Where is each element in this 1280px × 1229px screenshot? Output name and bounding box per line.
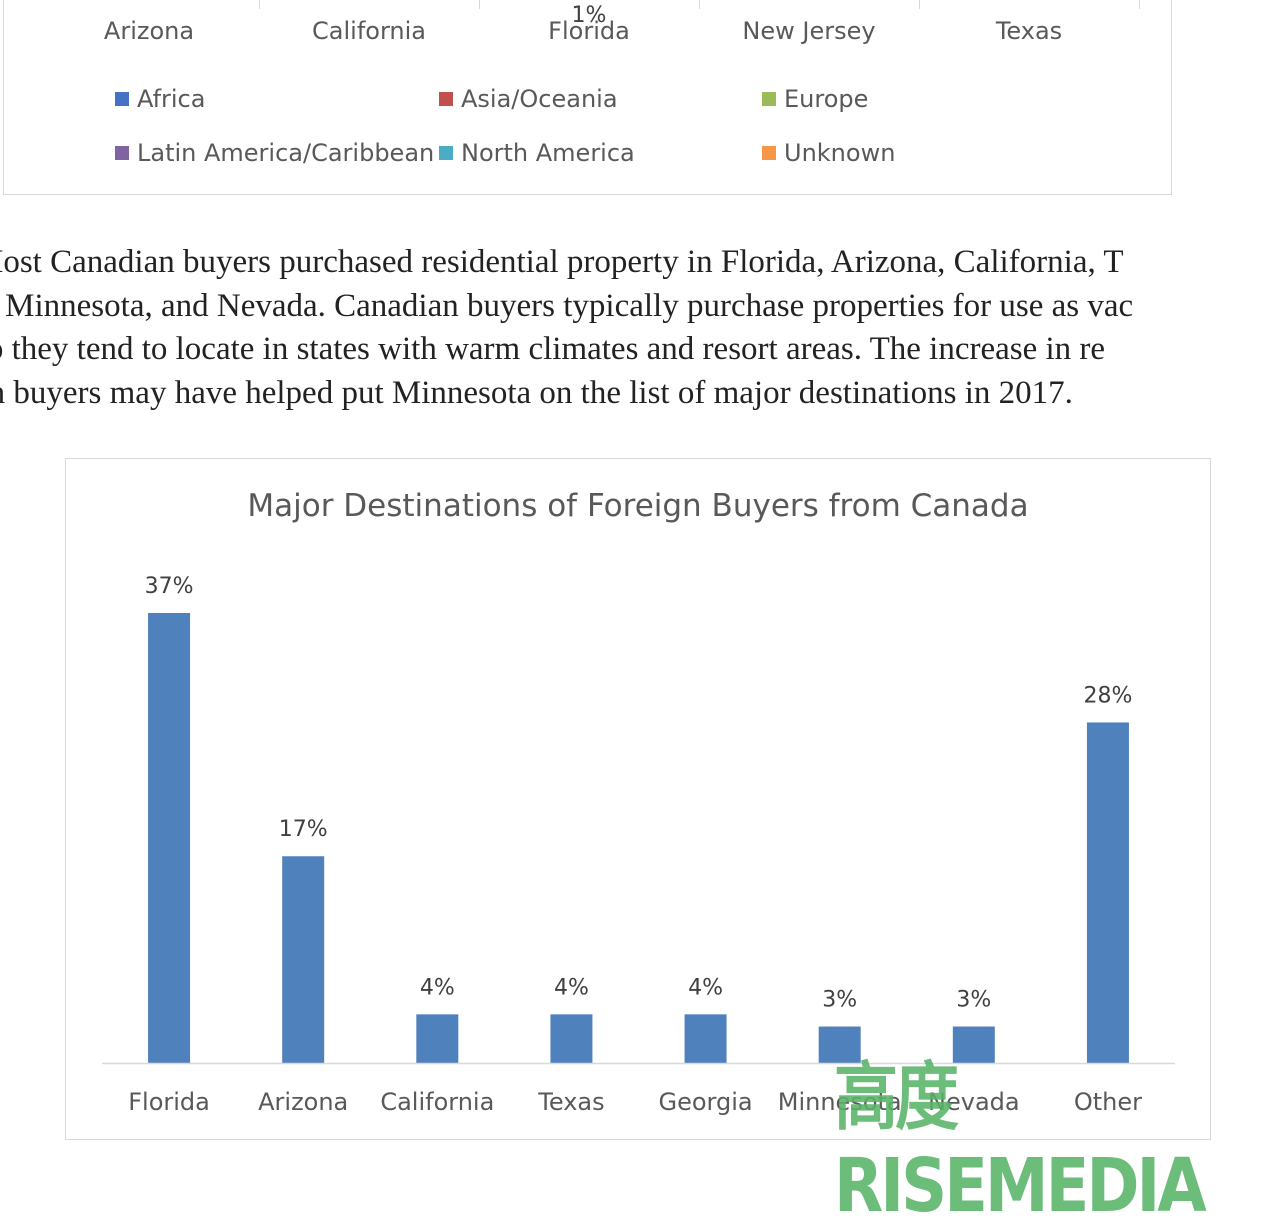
- top-chart-category-label: Texas: [995, 17, 1063, 45]
- legend-item-europe: Europe: [762, 83, 868, 115]
- top-chart-category-axis: 1% Arizona California Florida New Jersey…: [4, 0, 1171, 53]
- bar-arizona: [282, 856, 325, 1063]
- legend-swatch: [115, 92, 129, 106]
- category-label: Minnesota: [778, 1088, 902, 1116]
- category-label: Nevada: [928, 1088, 1020, 1116]
- legend-item-north-america: North America: [439, 137, 635, 169]
- bar-texas: [550, 1014, 593, 1063]
- data-label: 37%: [145, 574, 194, 599]
- legend-swatch: [762, 146, 776, 160]
- legend-label: North America: [461, 139, 635, 167]
- legend-item-unknown: Unknown: [762, 137, 895, 169]
- top-chart-frame: 1% Arizona California Florida New Jersey…: [3, 0, 1172, 195]
- bar-minnesota: [818, 1026, 861, 1063]
- legend-label: Latin America/Caribbean: [137, 139, 435, 167]
- data-label: 4%: [688, 975, 723, 1000]
- legend-swatch: [762, 92, 776, 106]
- data-label: 4%: [420, 975, 455, 1000]
- bar-chart: 37% Florida 17% Arizona 4% California 4% Texas 4…: [102, 574, 1175, 1116]
- category-label: Other: [1074, 1088, 1142, 1116]
- paragraph-line: so they tend to locate in states with wa…: [0, 331, 1106, 367]
- bar-nevada: [952, 1026, 995, 1063]
- legend-label: Unknown: [784, 139, 896, 167]
- bar-other: [1086, 722, 1129, 1063]
- legend-label: Europe: [784, 85, 869, 113]
- legend-item-africa: Africa: [115, 83, 205, 115]
- body-paragraph: Most Canadian buyers purchased residenti…: [0, 241, 1280, 415]
- top-chart-category-label: California: [312, 17, 426, 45]
- category-label: Georgia: [659, 1088, 753, 1116]
- legend-swatch: [439, 92, 453, 106]
- top-chart-category-label: Florida: [548, 17, 630, 45]
- category-label: California: [380, 1088, 494, 1116]
- top-chart-data-label-fragment: 1%: [571, 3, 607, 28]
- category-label: Florida: [128, 1088, 210, 1116]
- legend-item-latin-america: Latin America/Caribbean: [115, 137, 434, 169]
- axis-tick: [699, 0, 700, 9]
- axis-tick: [479, 0, 480, 9]
- top-chart-category-label: Arizona: [103, 17, 195, 45]
- paragraph-line: an buyers may have helped put Minnesota …: [0, 374, 1073, 411]
- data-label: 28%: [1083, 683, 1132, 708]
- legend-swatch: [439, 146, 453, 160]
- legend-label: Africa: [137, 85, 206, 113]
- paragraph-line: a, Minnesota, and Nevada. Canadian buyer…: [0, 287, 1134, 324]
- bar-florida: [148, 613, 191, 1063]
- chart-title: Major Destinations of Foreign Buyers fro…: [247, 488, 1029, 524]
- top-chart-category-label: New Jersey: [742, 17, 876, 45]
- category-label: Texas: [537, 1088, 604, 1116]
- paragraph-line: Most Canadian buyers purchased residenti…: [0, 244, 1124, 280]
- legend-swatch: [115, 146, 129, 160]
- axis-tick: [259, 0, 260, 9]
- data-label: 4%: [554, 975, 589, 1000]
- bar-georgia: [684, 1014, 727, 1063]
- data-label: 17%: [279, 817, 328, 842]
- category-label: Arizona: [258, 1088, 348, 1116]
- data-label: 3%: [956, 988, 991, 1013]
- chart-frame: [65, 458, 1211, 1140]
- legend-label: Asia/Oceania: [461, 85, 618, 113]
- data-label: 3%: [822, 988, 857, 1013]
- bar-california: [416, 1014, 459, 1063]
- axis-tick: [1139, 0, 1140, 9]
- axis-tick: [919, 0, 920, 9]
- legend-item-asia-oceania: Asia/Oceania: [439, 83, 618, 115]
- watermark-logo: 高度RISEMEDIA: [834, 1055, 1207, 1229]
